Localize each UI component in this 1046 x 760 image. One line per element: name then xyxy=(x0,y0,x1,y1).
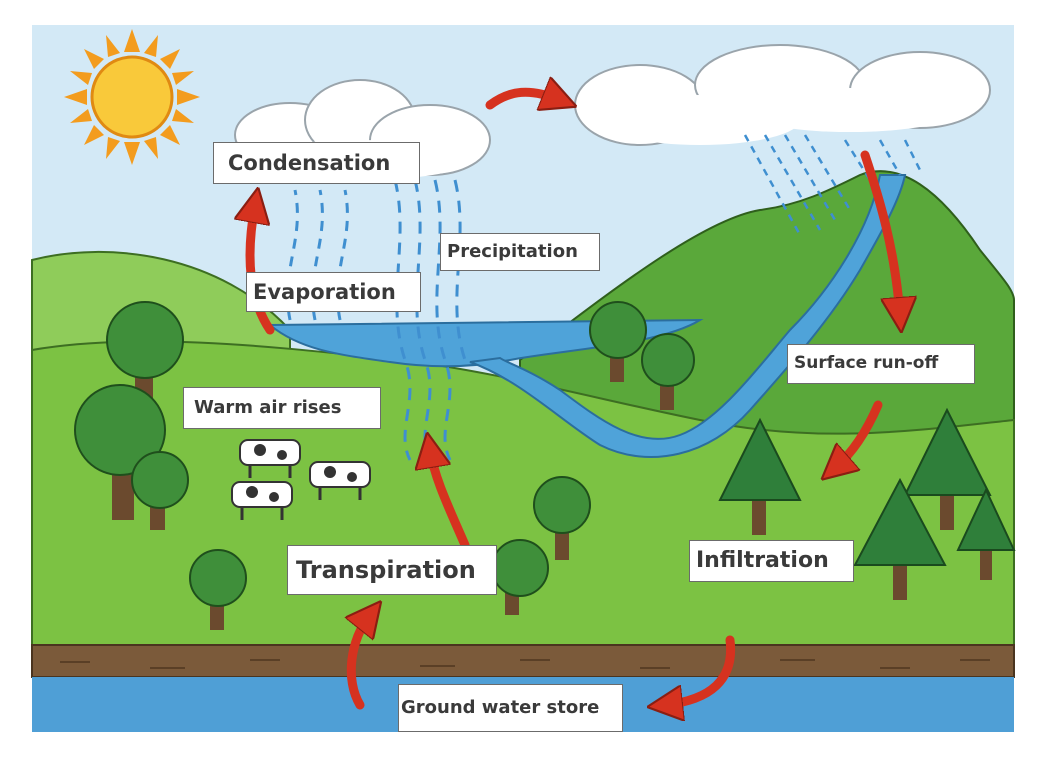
pine-tree-icon xyxy=(718,417,802,535)
label-evaporation: Evaporation xyxy=(246,272,421,312)
label-warm-air-rises: Warm air rises xyxy=(183,387,381,429)
groundwater-rise-arrow xyxy=(351,615,370,710)
tree-icon xyxy=(641,333,695,410)
river xyxy=(469,174,907,458)
pine-tree-icon xyxy=(956,487,1016,580)
evaporation-vapour xyxy=(286,189,349,321)
label-transpiration: Transpiration xyxy=(287,545,497,595)
sun-icon xyxy=(64,29,200,165)
cloud-right xyxy=(574,44,991,146)
label-ground-water-store: Ground water store xyxy=(398,684,623,732)
cow-icon xyxy=(231,481,293,520)
cow-icon xyxy=(309,461,371,500)
tree-icon xyxy=(491,539,549,615)
tree-icon xyxy=(189,549,247,630)
process-arrows xyxy=(250,92,900,705)
run-off-arrow xyxy=(860,150,900,315)
mountain-rain xyxy=(743,134,922,236)
infiltration-arrow xyxy=(665,635,736,705)
pine-tree-icon xyxy=(853,477,947,600)
tree-icon xyxy=(131,451,189,530)
label-precipitation: Precipitation xyxy=(440,233,600,271)
tree-icon xyxy=(74,384,166,520)
tree-icon xyxy=(533,476,591,560)
soil-texture xyxy=(60,659,990,669)
cloud-movement-arrow xyxy=(485,92,560,105)
label-infiltration: Infiltration xyxy=(689,540,854,582)
transpiration-arrow xyxy=(430,450,470,550)
pine-tree-icon xyxy=(903,407,992,530)
cow-icon xyxy=(239,439,301,478)
tree-icon xyxy=(589,301,647,382)
label-condensation: Condensation xyxy=(213,142,420,184)
surface-flow-arrow xyxy=(835,400,883,468)
label-surface-run-off: Surface run-off xyxy=(787,344,975,384)
